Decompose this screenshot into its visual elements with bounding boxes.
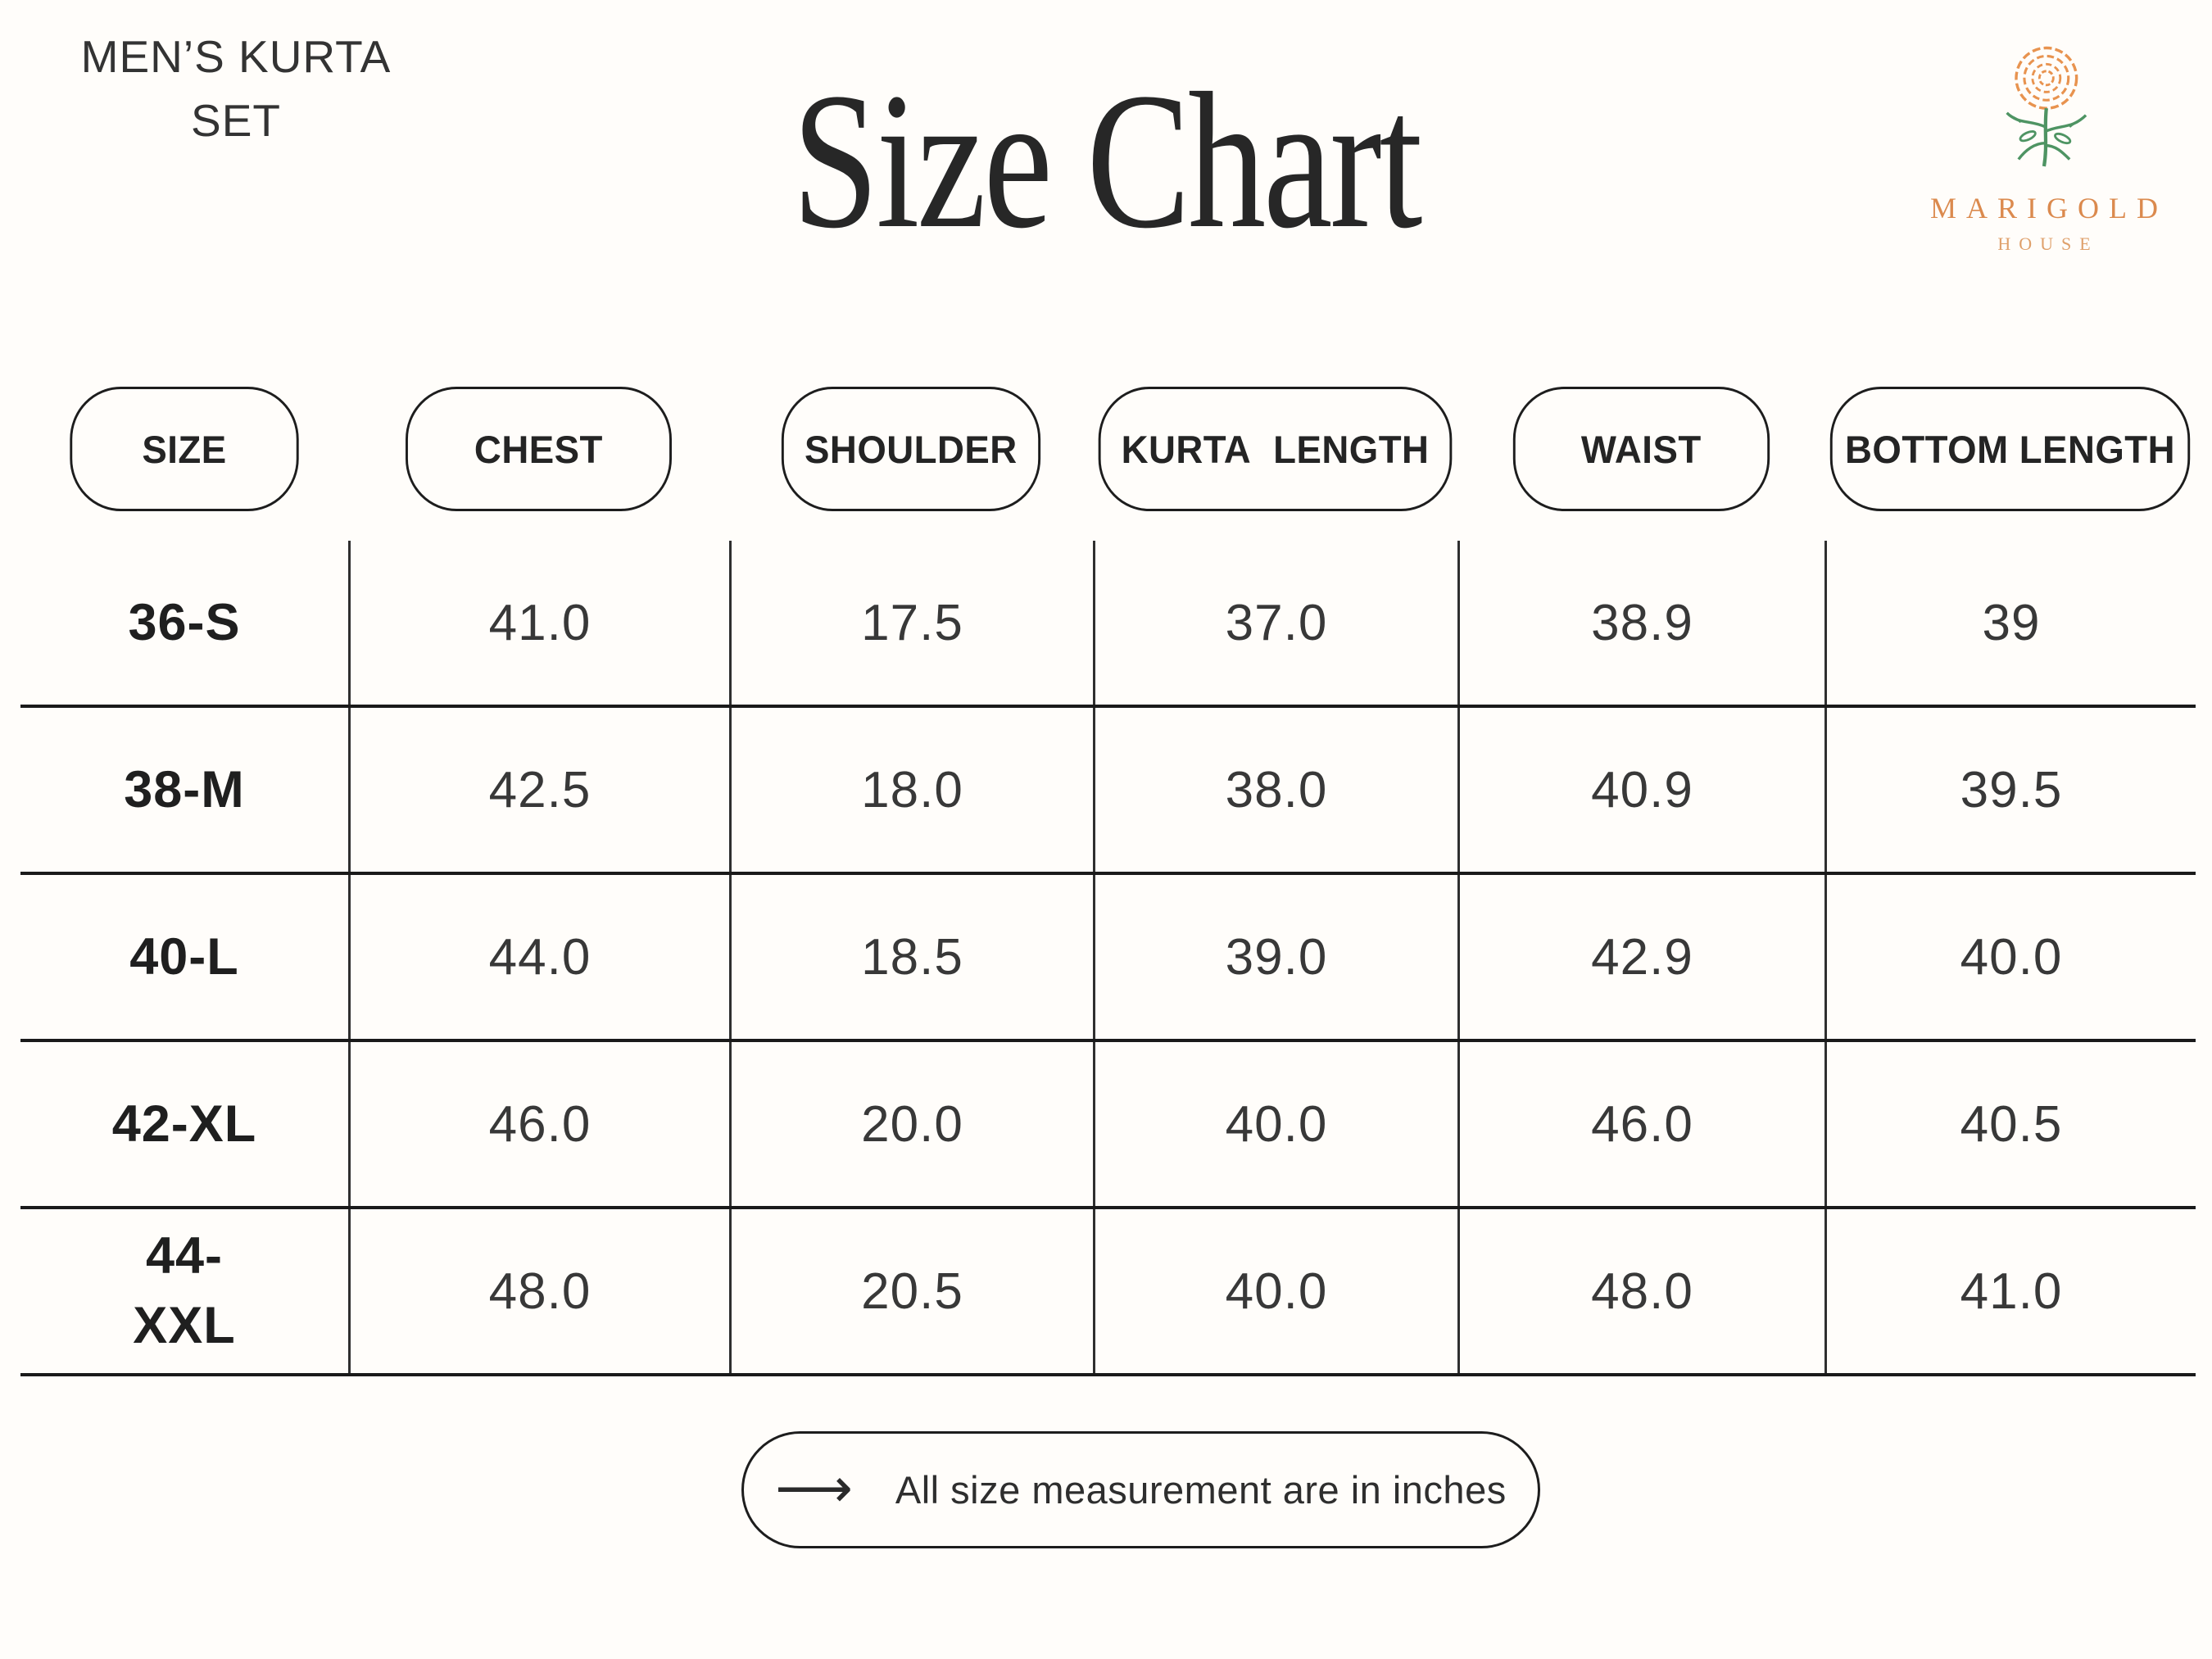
chest-cell: 41.0	[348, 541, 729, 705]
bottom-length-cell: 41.0	[1824, 1209, 2196, 1373]
chest-cell: 44.0	[348, 875, 729, 1039]
size-cell: 40-L	[129, 928, 239, 986]
size-cell: 42-XL	[111, 1095, 257, 1153]
shoulder-cell: 18.0	[729, 708, 1093, 872]
page-title: Size Chart	[791, 53, 1423, 269]
chest-cell: 42.5	[348, 708, 729, 872]
shoulder-cell: 20.5	[729, 1209, 1093, 1373]
waist-cell: 48.0	[1457, 1209, 1824, 1373]
table-row: 36-S 41.0 17.5 37.0 38.9 39	[20, 541, 2196, 708]
bottom-length-cell: 40.5	[1824, 1042, 2196, 1206]
bottom-length-cell: 40.0	[1824, 875, 2196, 1039]
bottom-length-cell: 39	[1824, 541, 2196, 705]
column-header-waist: WAIST	[1512, 387, 1770, 511]
chest-cell: 46.0	[348, 1042, 729, 1206]
table-row: 44-XXL 48.0 20.5 40.0 48.0 41.0	[20, 1209, 2196, 1376]
waist-cell: 40.9	[1457, 708, 1824, 872]
bottom-length-cell: 39.5	[1824, 708, 2196, 872]
table-row: 40-L 44.0 18.5 39.0 42.9 40.0	[20, 875, 2196, 1042]
kurta-length-cell: 39.0	[1093, 875, 1457, 1039]
waist-cell: 46.0	[1457, 1042, 1824, 1206]
shoulder-cell: 18.5	[729, 875, 1093, 1039]
kurta-length-cell: 40.0	[1093, 1209, 1457, 1373]
table-row: 38-M 42.5 18.0 38.0 40.9 39.5	[20, 708, 2196, 875]
right-arrow-icon: ⟶	[775, 1457, 853, 1518]
column-header-size: SIZE	[70, 387, 299, 511]
brand-logo: MARIGOLD HOUSE	[1921, 41, 2167, 255]
kurta-length-cell: 40.0	[1093, 1042, 1457, 1206]
table-row: 42-XL 46.0 20.0 40.0 46.0 40.5	[20, 1042, 2196, 1209]
column-header-kurta-length: KURTA LENGTH	[1098, 387, 1453, 511]
waist-cell: 38.9	[1457, 541, 1824, 705]
measurement-note-pill: ⟶ All size measurement are in inches	[741, 1431, 1540, 1548]
marigold-flower-icon	[1974, 41, 2114, 184]
chest-cell: 48.0	[348, 1209, 729, 1373]
table-header-row: SIZE CHEST SHOULDER KURTA LENGTH WAIST B…	[20, 387, 2196, 511]
column-header-bottom-length: BOTTOM LENGTH	[1829, 387, 2191, 511]
size-cell: 36-S	[128, 594, 241, 651]
measurement-note-text: All size measurement are in inches	[895, 1468, 1507, 1512]
size-cell: 44-XXL	[133, 1226, 236, 1354]
product-label: MEN’S KURTA SET	[80, 31, 392, 147]
kurta-length-cell: 38.0	[1093, 708, 1457, 872]
waist-cell: 42.9	[1457, 875, 1824, 1039]
column-header-shoulder: SHOULDER	[782, 387, 1040, 511]
brand-name: MARIGOLD	[1930, 192, 2168, 224]
size-cell: 38-M	[124, 761, 245, 818]
size-table: SIZE CHEST SHOULDER KURTA LENGTH WAIST B…	[20, 387, 2196, 1376]
kurta-length-cell: 37.0	[1093, 541, 1457, 705]
table-body: 36-S 41.0 17.5 37.0 38.9 39 38-M 42.5 18…	[20, 541, 2196, 1376]
brand-subname: HOUSE	[1997, 233, 2099, 254]
column-header-chest: CHEST	[406, 387, 672, 511]
shoulder-cell: 20.0	[729, 1042, 1093, 1206]
shoulder-cell: 17.5	[729, 541, 1093, 705]
